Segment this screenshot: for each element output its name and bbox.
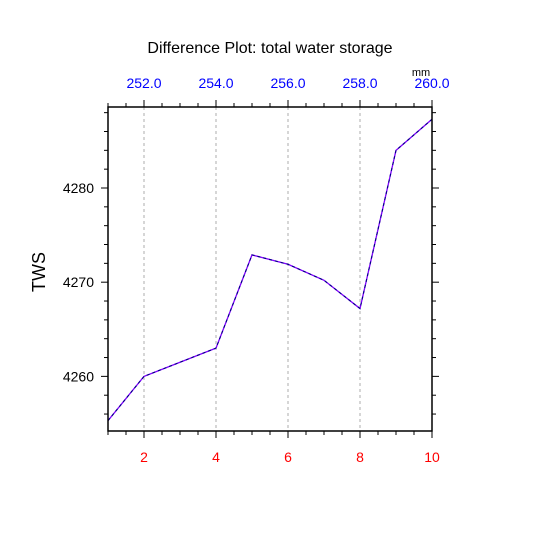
top-axis-unit: mm [412, 67, 430, 79]
x-tick-label: 4 [212, 449, 220, 465]
y-tick-label: 4280 [63, 180, 94, 196]
y-tick-label: 4270 [63, 274, 94, 290]
y-axis-label: TWS [29, 252, 49, 292]
top-tick-label: 254.0 [198, 75, 233, 91]
series-line-overlay-0 [107, 118, 433, 421]
plot-frame [107, 106, 433, 432]
top-tick-label: 252.0 [126, 75, 161, 91]
top-tick-label: 260.0 [414, 75, 449, 91]
series-layer [107, 118, 433, 422]
tick-labels: 2 4 6 8 10 252.0 254.0 256.0 258.0 260.0 4260 4270 4… [63, 75, 450, 465]
chart-title: Difference Plot: total water storage [147, 40, 392, 57]
x-tick-label: 6 [284, 449, 292, 465]
top-tick-label: 258.0 [342, 75, 377, 91]
series-line-0 [107, 118, 433, 422]
y-tick-label: 4260 [63, 368, 94, 384]
top-tick-label: 256.0 [270, 75, 305, 91]
x-tick-label: 8 [356, 449, 364, 465]
x-tick-label: 2 [140, 449, 148, 465]
axis-ticks [101, 100, 439, 438]
grid-lines [143, 107, 361, 431]
x-tick-label: 10 [424, 449, 440, 465]
